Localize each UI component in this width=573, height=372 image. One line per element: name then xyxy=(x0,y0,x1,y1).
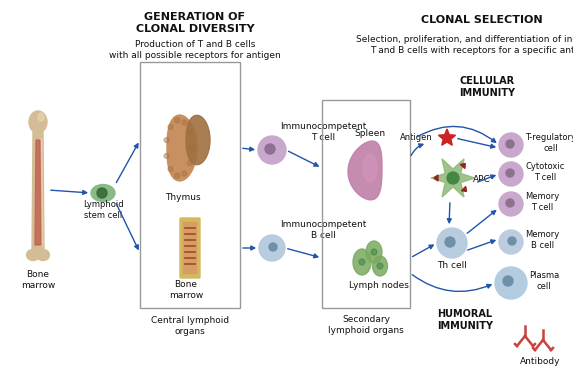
Circle shape xyxy=(371,249,377,255)
Circle shape xyxy=(265,144,275,154)
Ellipse shape xyxy=(372,256,387,276)
Circle shape xyxy=(164,153,169,158)
Circle shape xyxy=(182,171,187,176)
Text: Bone
marrow: Bone marrow xyxy=(21,270,55,290)
Text: Memory
B cell: Memory B cell xyxy=(525,230,559,250)
Text: Memory
T cell: Memory T cell xyxy=(525,192,559,212)
Text: Secondary
lymphoid organs: Secondary lymphoid organs xyxy=(328,315,404,335)
Circle shape xyxy=(359,259,365,265)
Polygon shape xyxy=(35,140,41,245)
Circle shape xyxy=(187,130,193,135)
Bar xyxy=(140,62,240,308)
Text: Lymph nodes: Lymph nodes xyxy=(349,280,409,289)
Circle shape xyxy=(187,161,193,166)
Circle shape xyxy=(97,188,107,198)
Circle shape xyxy=(499,162,523,186)
Ellipse shape xyxy=(353,249,371,275)
Ellipse shape xyxy=(91,185,115,202)
Text: Central lymphoid
organs: Central lymphoid organs xyxy=(151,316,229,336)
FancyBboxPatch shape xyxy=(183,222,197,273)
Polygon shape xyxy=(460,163,465,169)
Circle shape xyxy=(259,235,285,261)
Circle shape xyxy=(495,267,527,299)
Circle shape xyxy=(506,169,514,177)
Polygon shape xyxy=(461,186,466,192)
Text: GENERATION OF
CLONAL DIVERSITY: GENERATION OF CLONAL DIVERSITY xyxy=(136,12,254,34)
Text: Immunocompetent
B cell: Immunocompetent B cell xyxy=(280,220,366,240)
Circle shape xyxy=(499,230,523,254)
Text: HUMORAL
IMMUNITY: HUMORAL IMMUNITY xyxy=(437,309,493,331)
Ellipse shape xyxy=(29,111,47,133)
Text: Plasma
cell: Plasma cell xyxy=(529,271,559,291)
Circle shape xyxy=(499,133,523,157)
Circle shape xyxy=(508,237,516,245)
Polygon shape xyxy=(438,129,456,145)
Circle shape xyxy=(190,145,194,151)
Circle shape xyxy=(182,120,187,125)
Circle shape xyxy=(447,172,459,184)
Text: Immunocompetent
T cell: Immunocompetent T cell xyxy=(280,122,366,142)
FancyBboxPatch shape xyxy=(180,218,200,278)
Circle shape xyxy=(164,138,169,142)
Circle shape xyxy=(269,243,277,251)
Ellipse shape xyxy=(366,241,382,263)
Polygon shape xyxy=(363,154,377,182)
Polygon shape xyxy=(348,141,382,200)
Text: Antigen: Antigen xyxy=(401,134,433,142)
Polygon shape xyxy=(186,115,210,165)
Ellipse shape xyxy=(37,250,49,260)
Circle shape xyxy=(503,276,513,286)
Text: Bone
marrow: Bone marrow xyxy=(169,280,203,300)
Text: Production of T and B cells
with all possible receptors for antigen: Production of T and B cells with all pos… xyxy=(109,40,281,60)
Text: Selection, proliferation, and differentiation of individual
T and B cells with r: Selection, proliferation, and differenti… xyxy=(356,35,573,55)
Ellipse shape xyxy=(26,250,40,260)
Text: T-regulatory
cell: T-regulatory cell xyxy=(525,133,573,153)
Polygon shape xyxy=(434,175,438,181)
Polygon shape xyxy=(167,115,197,181)
Circle shape xyxy=(168,167,173,171)
Circle shape xyxy=(175,173,180,178)
Circle shape xyxy=(499,192,523,216)
Text: Lymphoid
stem cell: Lymphoid stem cell xyxy=(83,200,123,220)
Text: Cytotoxic
T cell: Cytotoxic T cell xyxy=(525,162,564,182)
Text: Thymus: Thymus xyxy=(165,193,201,202)
Text: CLONAL SELECTION: CLONAL SELECTION xyxy=(421,15,543,25)
Circle shape xyxy=(445,237,455,247)
Text: Th cell: Th cell xyxy=(437,260,467,269)
Polygon shape xyxy=(32,132,44,252)
Circle shape xyxy=(168,124,173,129)
Text: CELLULAR
IMMUNITY: CELLULAR IMMUNITY xyxy=(459,76,515,98)
Circle shape xyxy=(377,263,383,269)
Circle shape xyxy=(437,228,467,258)
Text: Antibody: Antibody xyxy=(520,357,560,366)
Ellipse shape xyxy=(38,113,44,121)
Text: Spleen: Spleen xyxy=(355,128,386,138)
Circle shape xyxy=(175,118,180,123)
Circle shape xyxy=(190,145,194,151)
Circle shape xyxy=(506,140,514,148)
Bar xyxy=(322,100,410,308)
Circle shape xyxy=(506,199,514,207)
Polygon shape xyxy=(431,159,475,197)
Text: APC: APC xyxy=(473,176,490,185)
Circle shape xyxy=(258,136,286,164)
